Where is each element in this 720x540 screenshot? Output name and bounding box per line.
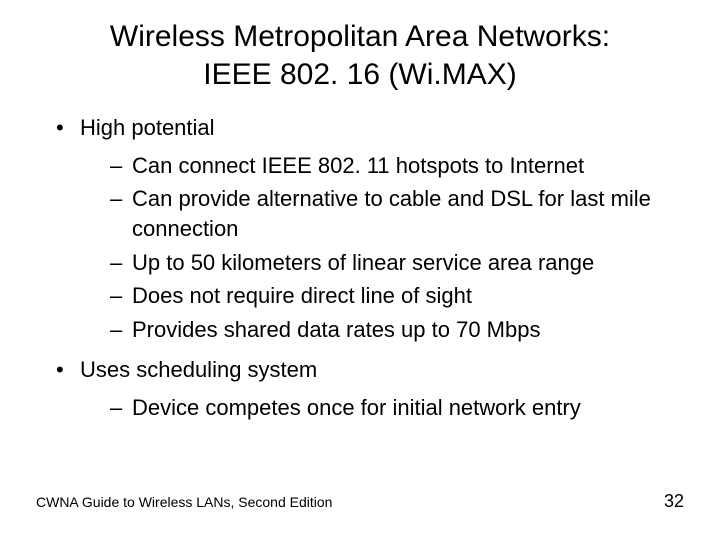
sub-bullet-text: Device competes once for initial network… [132,395,581,420]
footer-source-text: CWNA Guide to Wireless LANs, Second Edit… [36,494,332,510]
sub-bullet-text: Can provide alternative to cable and DSL… [132,186,651,241]
slide-content: High potential Can connect IEEE 802. 11 … [36,113,684,422]
bullet-2-sublist: Device competes once for initial network… [80,393,684,423]
slide-container: Wireless Metropolitan Area Networks: IEE… [0,0,720,540]
sub-bullet: Can connect IEEE 802. 11 hotspots to Int… [110,151,684,181]
page-number: 32 [664,491,684,512]
bullet-2: Uses scheduling system Device competes o… [56,355,684,422]
title-line-2: IEEE 802. 16 (Wi.MAX) [36,56,684,94]
bullet-1-text: High potential [80,115,215,140]
sub-bullet-text: Up to 50 kilometers of linear service ar… [132,250,594,275]
bullet-2-text: Uses scheduling system [80,357,317,382]
title-line-1: Wireless Metropolitan Area Networks: [36,18,684,56]
sub-bullet: Device competes once for initial network… [110,393,684,423]
slide-footer: CWNA Guide to Wireless LANs, Second Edit… [36,491,684,512]
slide-title: Wireless Metropolitan Area Networks: IEE… [36,18,684,93]
sub-bullet-text: Does not require direct line of sight [132,283,472,308]
bullet-list-level1: High potential Can connect IEEE 802. 11 … [36,113,684,422]
sub-bullet: Does not require direct line of sight [110,281,684,311]
sub-bullet: Up to 50 kilometers of linear service ar… [110,248,684,278]
sub-bullet-text: Can connect IEEE 802. 11 hotspots to Int… [132,153,584,178]
sub-bullet: Provides shared data rates up to 70 Mbps [110,315,684,345]
bullet-1-sublist: Can connect IEEE 802. 11 hotspots to Int… [80,151,684,345]
bullet-1: High potential Can connect IEEE 802. 11 … [56,113,684,345]
sub-bullet-text: Provides shared data rates up to 70 Mbps [132,317,540,342]
sub-bullet: Can provide alternative to cable and DSL… [110,184,684,243]
